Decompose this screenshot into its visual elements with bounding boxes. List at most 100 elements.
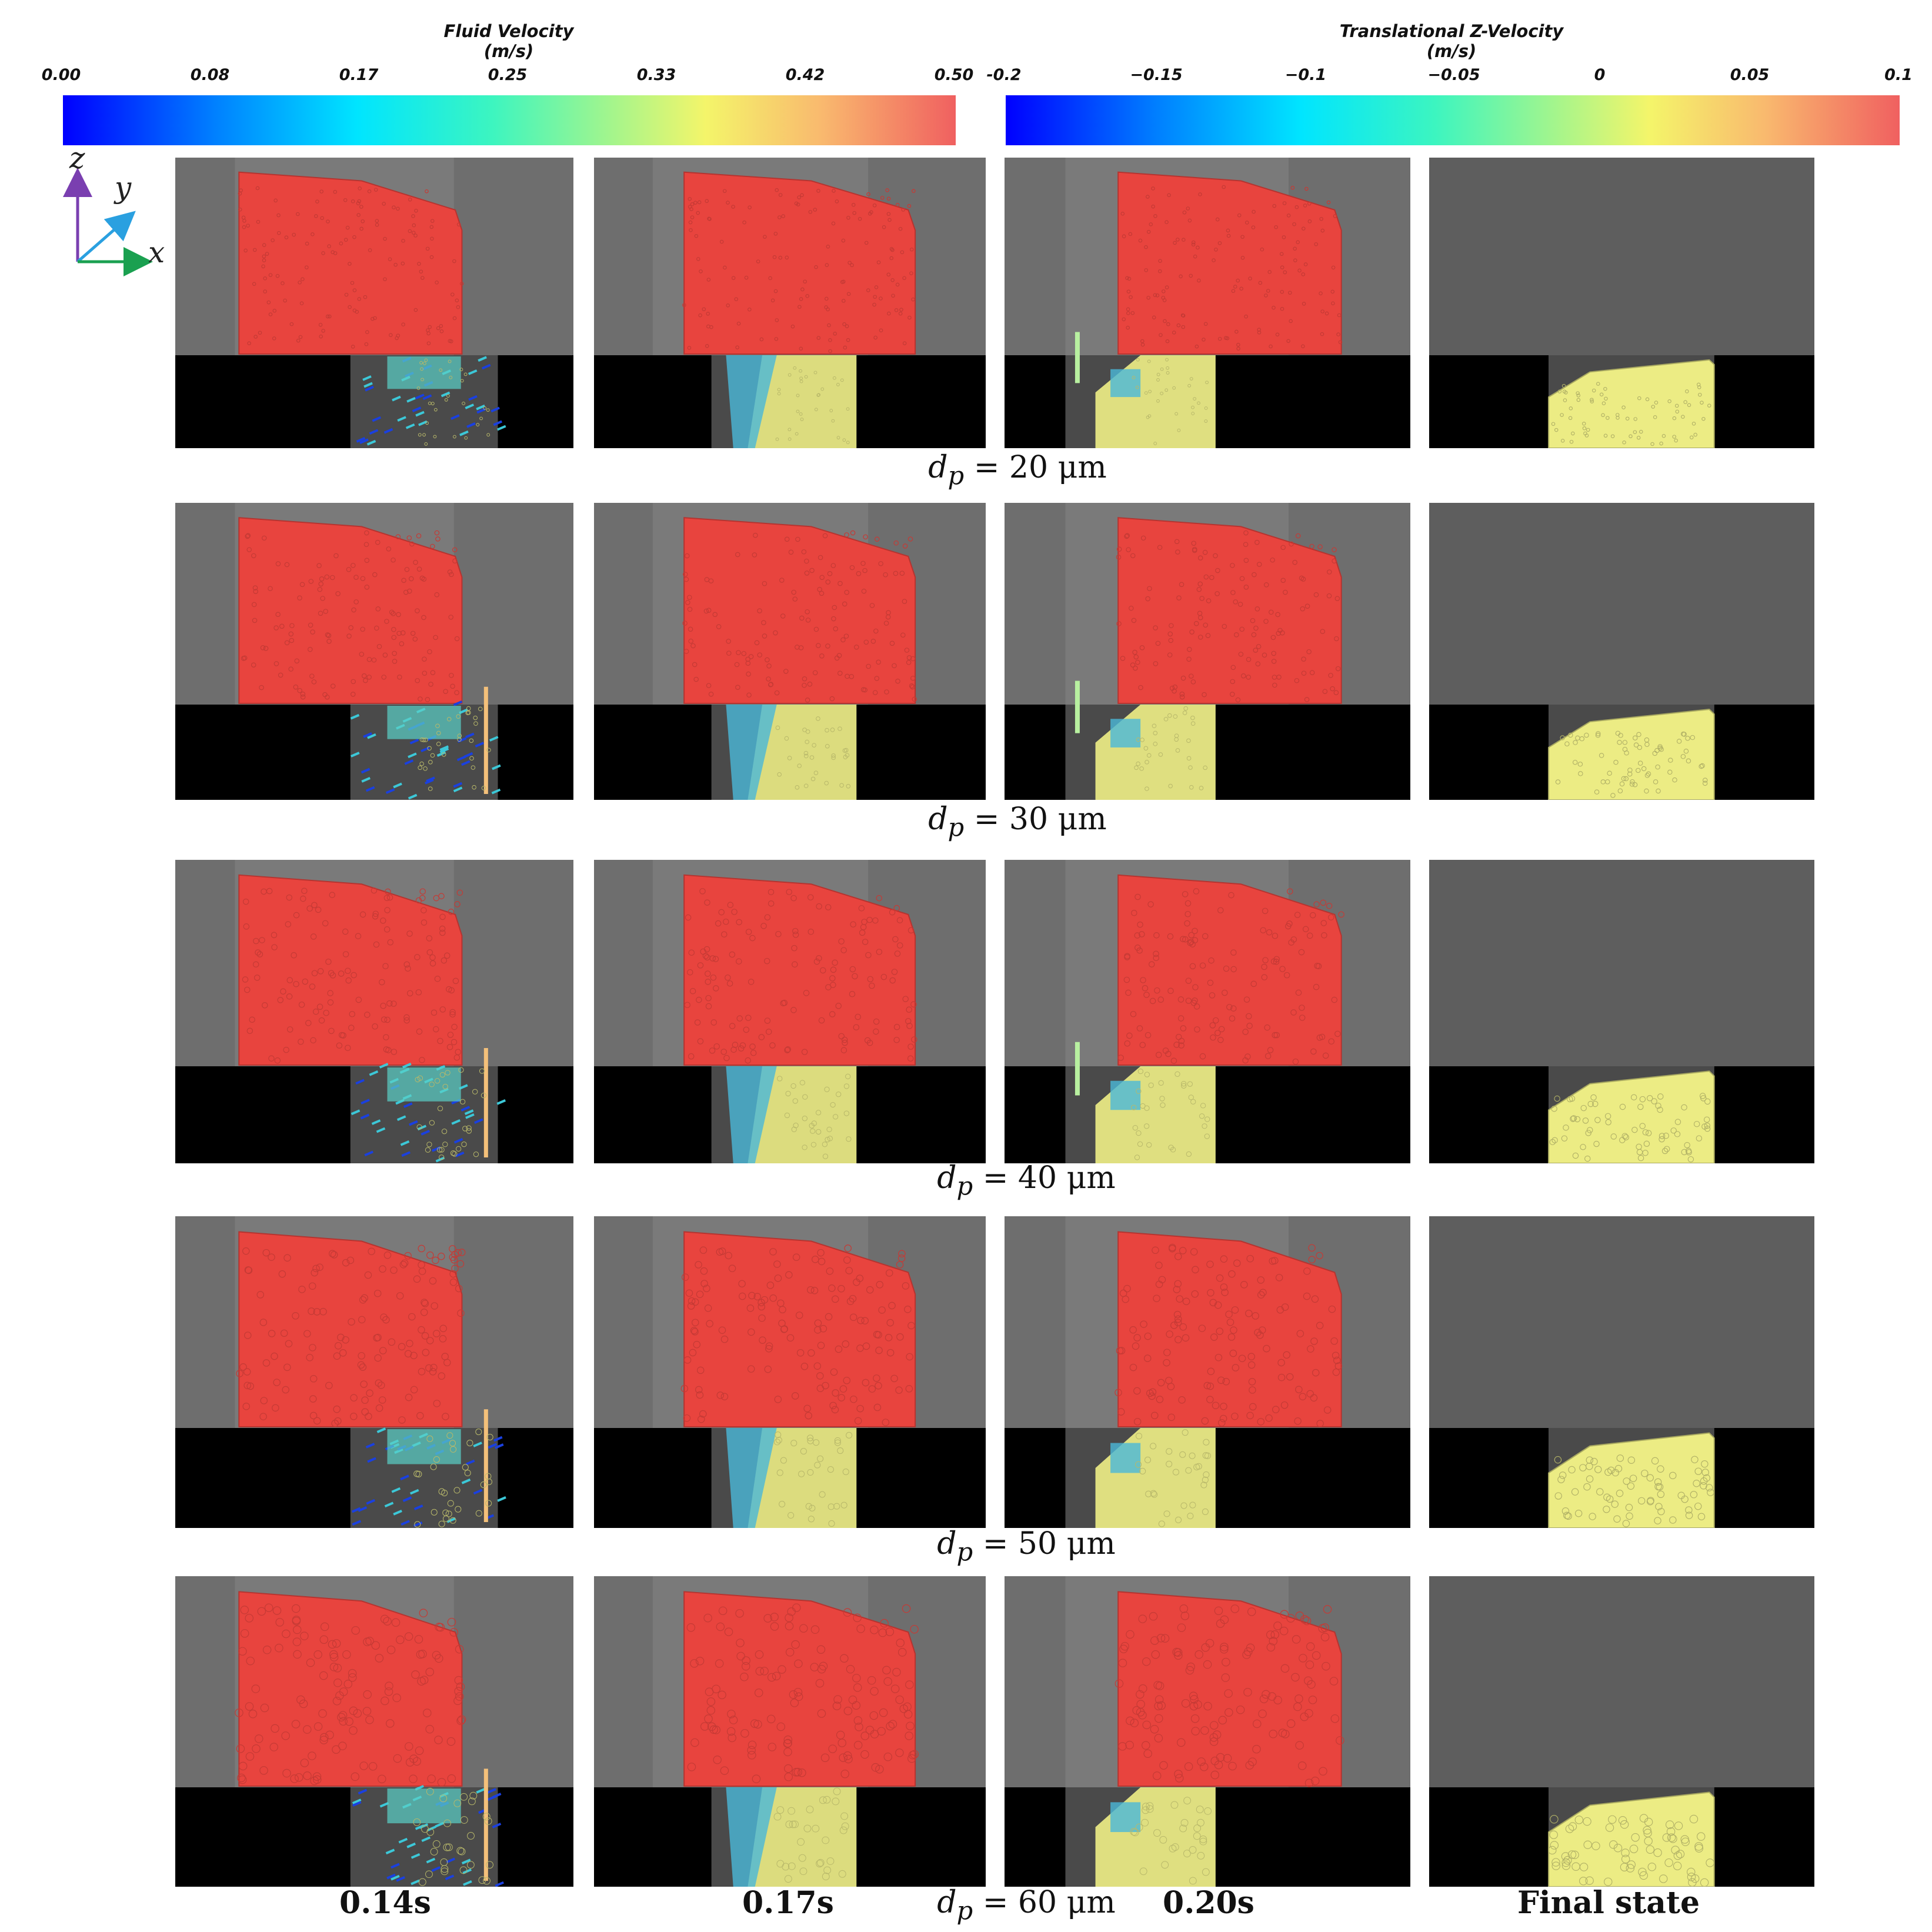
x-axis-label: x <box>148 235 165 269</box>
red-powder-block <box>238 517 463 704</box>
yellow-powder-fill <box>1548 1070 1715 1163</box>
colorbar-tick: 0.1 <box>1884 66 1913 84</box>
simulation-panel <box>594 1576 986 1887</box>
row-label-var: d <box>937 1885 957 1920</box>
simulation-panel <box>1005 860 1410 1163</box>
colorbar-title-line2: (m/s) <box>483 41 534 61</box>
row-label-var: d <box>937 1526 957 1561</box>
colorbar-tick: 0.33 <box>636 66 676 84</box>
colorbar-tick: 0.17 <box>339 66 379 84</box>
yellow-powder-fill <box>748 1787 857 1887</box>
colorbar-title-line1: Translational Z-Velocity <box>1339 21 1564 41</box>
simulation-render <box>1005 503 1410 800</box>
row-label-20: dp = 20 μm <box>928 450 1106 490</box>
simulation-render <box>594 1576 986 1887</box>
simulation-render <box>1429 860 1814 1163</box>
colorbar-gradient <box>63 95 956 145</box>
simulation-panel <box>175 860 573 1163</box>
colorbar-tick: 0.05 <box>1730 66 1770 84</box>
time-label-020: 0.20s <box>1163 1885 1254 1921</box>
colorbar-title-line1: Fluid Velocity <box>443 21 574 41</box>
y-axis-label: y <box>115 171 132 205</box>
row-label-value: = 60 μm <box>973 1885 1116 1920</box>
simulation-render <box>175 503 573 800</box>
colorbar-tick: 0 <box>1594 66 1606 84</box>
colorbar-tick: 0.50 <box>934 66 974 84</box>
simulation-panel <box>594 860 986 1163</box>
yellow-powder-fill <box>748 1428 857 1528</box>
red-powder-block <box>238 1231 463 1427</box>
time-label-014: 0.14s <box>339 1885 431 1921</box>
red-powder-block <box>1117 517 1342 704</box>
z-axis-label: z <box>69 141 85 175</box>
simulation-render <box>1429 1576 1814 1887</box>
simulation-panel <box>175 503 573 800</box>
simulation-panel <box>1005 1576 1410 1887</box>
red-powder-block <box>1117 1591 1342 1787</box>
simulation-render <box>175 860 573 1163</box>
row-label-value: = 40 μm <box>973 1160 1116 1196</box>
axes-indicator: z y x <box>59 141 176 279</box>
row-label-value: = 20 μm <box>964 450 1107 485</box>
simulation-panel <box>1429 1576 1814 1887</box>
colorbar-gradient <box>1006 95 1900 145</box>
simulation-render <box>175 158 573 448</box>
yellow-powder-fill <box>1548 359 1715 448</box>
simulation-panel <box>1429 158 1814 448</box>
colorbar-title-line2: (m/s) <box>1426 41 1477 61</box>
simulation-panel <box>1429 860 1814 1163</box>
yellow-powder-fill <box>1548 709 1715 800</box>
simulation-render <box>594 158 986 448</box>
simulation-panel <box>594 503 986 800</box>
simulation-render <box>1005 158 1410 448</box>
simulation-render <box>1005 860 1410 1163</box>
row-label-sub: p <box>956 1172 973 1202</box>
simulation-panel <box>175 1576 573 1887</box>
row-label-var: d <box>928 450 948 485</box>
axes-arrows-icon <box>63 168 153 276</box>
simulation-render <box>1429 1216 1814 1528</box>
row-label-40: dp = 40 μm <box>937 1160 1115 1201</box>
colorbar-tick: −0.1 <box>1284 66 1327 84</box>
red-powder-block <box>683 517 916 704</box>
simulation-panel <box>1005 158 1410 448</box>
colorbar-tick: 0.42 <box>785 66 825 84</box>
red-powder-block <box>238 1591 463 1787</box>
red-powder-block <box>1117 874 1342 1066</box>
simulation-render <box>1429 158 1814 448</box>
simulation-panel <box>1429 1216 1814 1528</box>
simulation-render <box>1429 503 1814 800</box>
red-powder-block <box>238 171 463 355</box>
row-label-var: d <box>937 1160 957 1196</box>
time-label-017: 0.17s <box>742 1885 834 1921</box>
simulation-panel <box>175 1216 573 1528</box>
simulation-panel <box>1005 503 1410 800</box>
simulation-panel <box>1005 1216 1410 1528</box>
row-label-sub: p <box>956 1537 973 1567</box>
row-label-value: = 30 μm <box>964 802 1107 837</box>
simulation-render <box>594 1216 986 1528</box>
row-label-sub: p <box>947 461 965 491</box>
red-powder-block <box>1117 1231 1342 1427</box>
simulation-panel <box>1429 503 1814 800</box>
row-label-var: d <box>928 802 948 837</box>
colorbar-tick: 0.00 <box>41 66 81 84</box>
colorbar-tick: −0.15 <box>1130 66 1183 84</box>
simulation-panel <box>594 1216 986 1528</box>
red-powder-block <box>683 171 916 355</box>
row-label-50: dp = 50 μm <box>937 1526 1115 1567</box>
row-label-30: dp = 30 μm <box>928 802 1106 842</box>
yellow-powder-fill <box>748 355 857 448</box>
simulation-render <box>594 503 986 800</box>
simulation-render <box>175 1576 573 1887</box>
simulation-panel <box>594 158 986 448</box>
colorbar-tick: −0.05 <box>1427 66 1480 84</box>
colorbar-tick: 0.25 <box>488 66 528 84</box>
yellow-powder-fill <box>748 705 857 800</box>
colorbar-title: Translational Z-Velocity (m/s) <box>1340 21 1563 61</box>
colorbar-tick: 0.08 <box>190 66 230 84</box>
time-label-final: Final state <box>1517 1885 1700 1921</box>
red-powder-block <box>1117 171 1342 355</box>
simulation-render <box>1005 1576 1410 1887</box>
row-label-60: dp = 60 μm <box>937 1885 1115 1926</box>
